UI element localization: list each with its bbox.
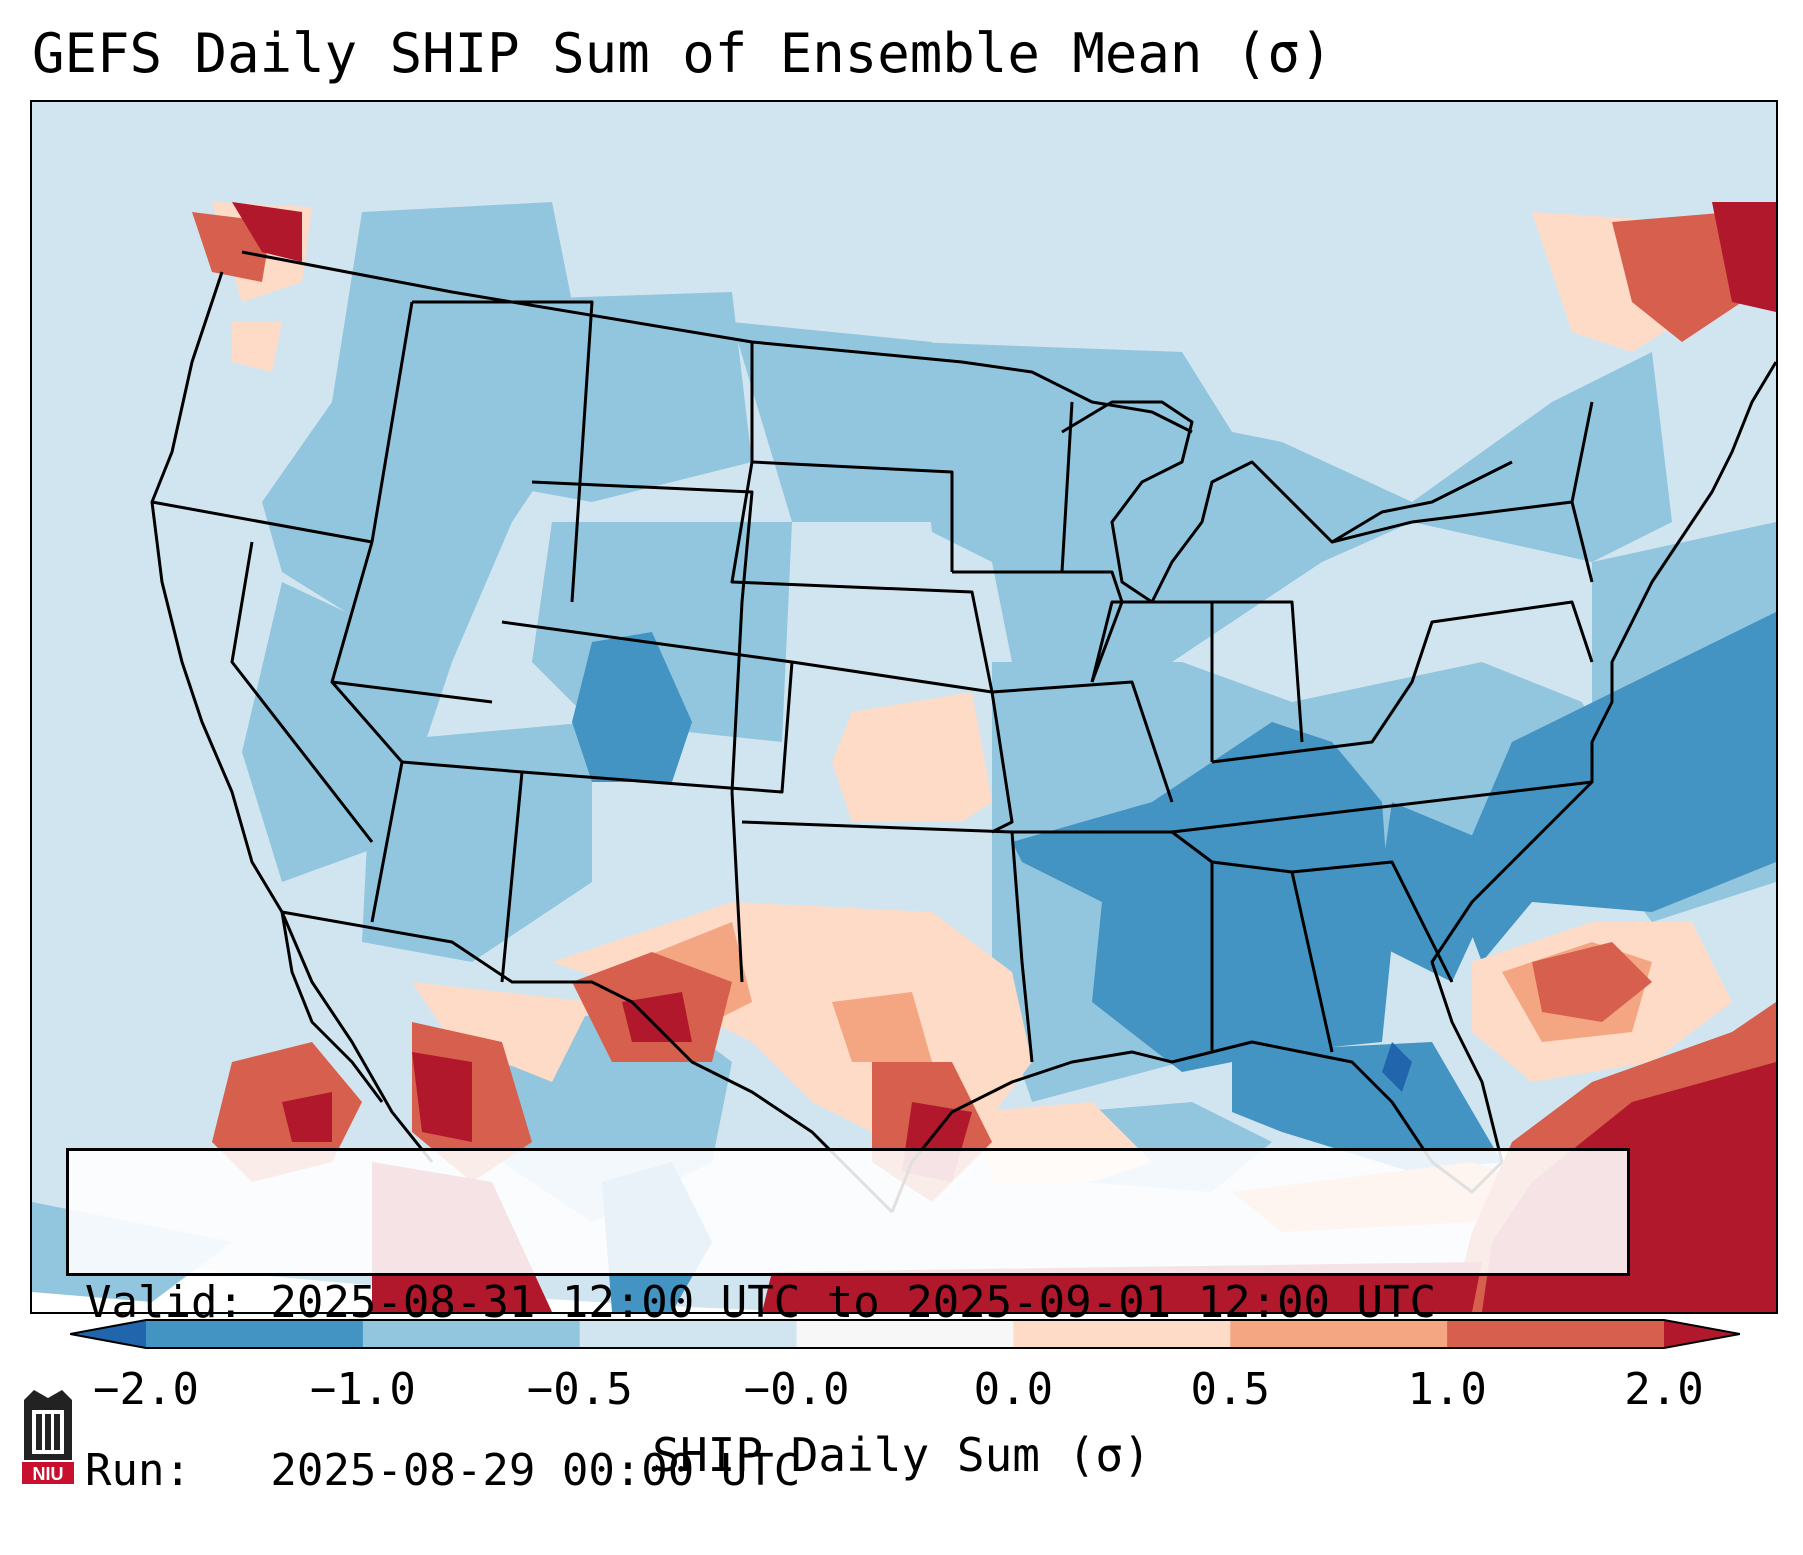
colorbar-tick-label: 1.0 <box>1407 1364 1487 1415</box>
colorbar-bin <box>1013 1320 1231 1348</box>
colorbar-bin <box>579 1320 798 1348</box>
boundaries <box>150 250 1776 1214</box>
colorbar-bin <box>796 1320 1014 1348</box>
run-time-text: Run: 2025-08-29 00:00 UTC <box>85 1445 801 1496</box>
colorbar-bin <box>1230 1320 1448 1348</box>
colorbar-tick-label: 2.0 <box>1624 1364 1704 1415</box>
atlantic-coast <box>1430 361 1776 1163</box>
map-panel <box>30 100 1778 1314</box>
colorbar-outline <box>70 1319 1740 1349</box>
validity-info-box: Valid: 2025-08-31 12:00 UTC to 2025-09-0… <box>66 1148 1630 1496</box>
baja-coast <box>280 911 434 1163</box>
colorbar-tick-label: 0.5 <box>1190 1364 1271 1415</box>
mexico-border <box>281 910 894 1214</box>
colorbar-label: SHIP Daily Sum (σ) <box>652 1428 1151 1482</box>
colorbar <box>70 1319 1740 1349</box>
colorbar-tick-label: 0.0 <box>973 1364 1054 1415</box>
colorbar-tick-label: −0.0 <box>743 1364 850 1415</box>
canada-border <box>241 250 1193 434</box>
niu-logo-icon: NIU <box>22 1390 74 1484</box>
colorbar-bin <box>1447 1320 1665 1348</box>
chart-title: GEFS Daily SHIP Sum of Ensemble Mean (σ) <box>32 22 1333 85</box>
colorbar-bin <box>146 1320 364 1348</box>
great-lakes <box>1061 400 1513 604</box>
colorbar-tick-label: −1.0 <box>309 1364 416 1415</box>
colorbar-bin <box>362 1320 581 1348</box>
colorbar-tick-label: −2.0 <box>93 1364 199 1415</box>
colorbar-tick-label: −0.5 <box>526 1364 633 1415</box>
svg-text:NIU: NIU <box>33 1464 64 1484</box>
colorbar-bins <box>70 1320 1740 1348</box>
anomaly-map <box>32 102 1776 1312</box>
outside-domain <box>32 1252 932 1312</box>
colorbar-bin <box>70 1320 146 1348</box>
west-coast <box>150 271 384 1103</box>
colorbar-bin <box>1664 1320 1740 1348</box>
